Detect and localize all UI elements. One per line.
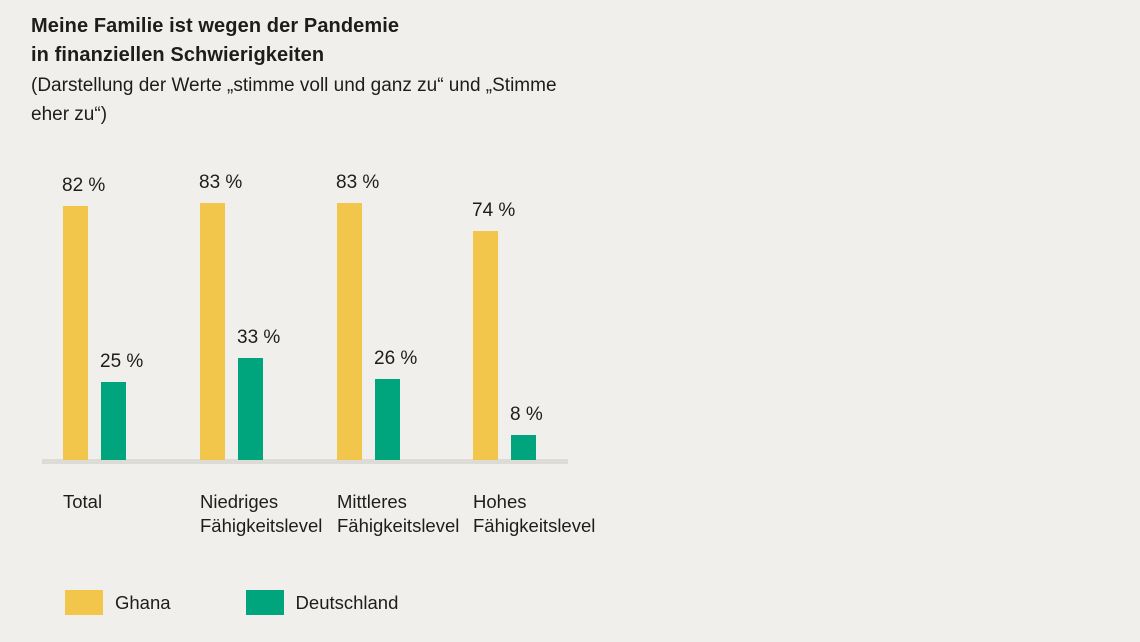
- bar-value-label: 83 %: [199, 172, 243, 193]
- bar-deutschland-1: [238, 358, 263, 460]
- bar-value-label: 25 %: [100, 351, 144, 372]
- legend: Ghana Deutschland: [65, 590, 398, 615]
- legend-swatch-ghana-icon: [65, 590, 103, 615]
- bar-ghana-3: [473, 231, 498, 460]
- bar-value-label: 82 %: [62, 175, 106, 196]
- bar-value-label: 8 %: [510, 404, 543, 425]
- x-axis-label: Mittleres Fähigkeitslevel: [337, 491, 460, 536]
- legend-label: Deutschland: [295, 592, 399, 613]
- chart-title: Meine Familie ist wegen der Pandemie in …: [31, 15, 400, 66]
- legend-item-deutschland: Deutschland: [245, 590, 399, 615]
- bar-value-label: 83 %: [336, 172, 380, 193]
- legend-swatch-deutschland-icon: [245, 590, 284, 615]
- bar-value-label: 74 %: [472, 200, 516, 221]
- bar-ghana-2: [337, 203, 362, 460]
- bar-ghana-0: [63, 206, 88, 460]
- legend-label: Ghana: [115, 592, 171, 613]
- bar-deutschland-0: [101, 382, 126, 460]
- bar-ghana-1: [200, 203, 225, 460]
- x-axis-line: [42, 459, 568, 464]
- x-axis-label: Niedriges Fähigkeitslevel: [200, 491, 323, 536]
- bar-deutschland-2: [375, 379, 400, 460]
- x-axis-label: Total: [63, 491, 103, 512]
- bar-value-label: 26 %: [374, 348, 418, 369]
- chart-subtitle: (Darstellung der Werte „stimme voll und …: [31, 75, 557, 125]
- bar-value-label: 33 %: [237, 327, 281, 348]
- x-axis-label: Hohes Fähigkeitslevel: [473, 491, 596, 536]
- legend-item-ghana: Ghana: [65, 590, 171, 615]
- bar-deutschland-3: [511, 435, 536, 460]
